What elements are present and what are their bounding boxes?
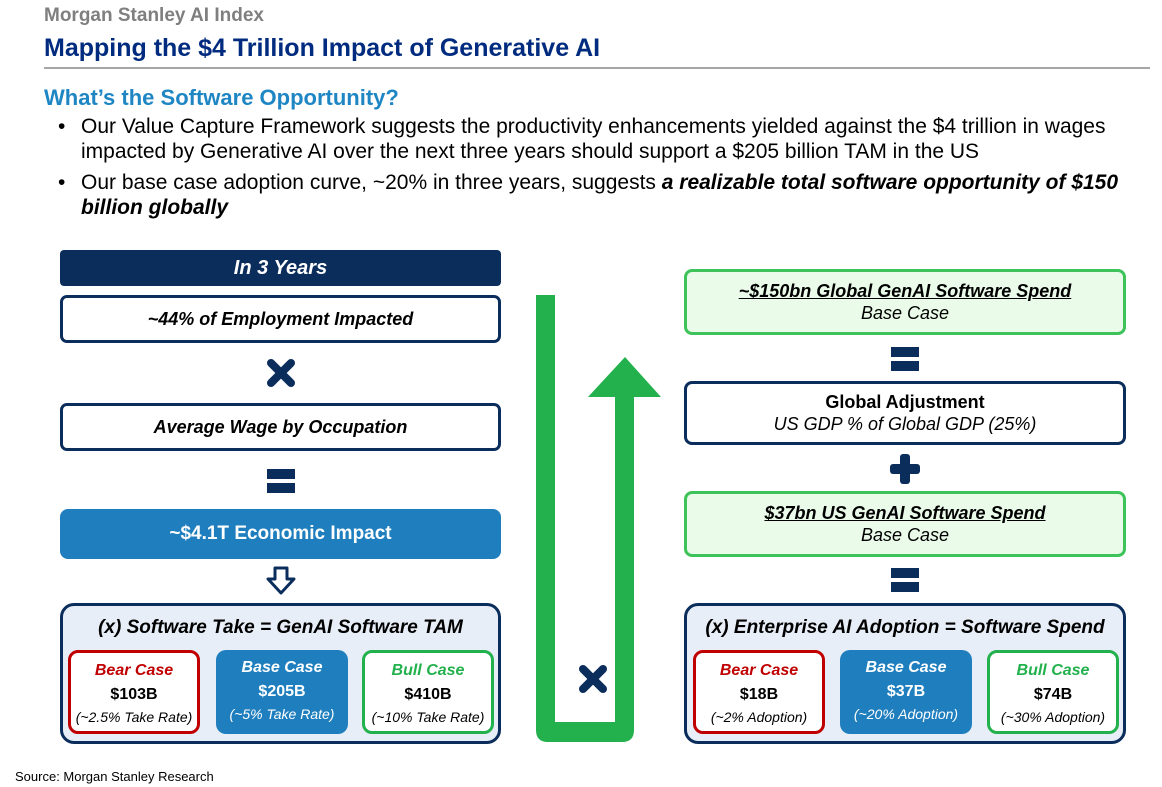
bear-case-card: Bear Case $18B (~2% Adoption) bbox=[693, 650, 825, 734]
title-divider bbox=[44, 67, 1150, 69]
multiply-icon bbox=[267, 359, 295, 387]
multiply-icon bbox=[579, 665, 607, 693]
us-spend-box: $37bn US GenAI Software Spend Base Case bbox=[684, 491, 1126, 557]
bullet-emphasis: a realizable total software opportunity … bbox=[81, 171, 1119, 219]
us-spend-title: $37bn US GenAI Software Spend bbox=[764, 503, 1046, 523]
brand-label: Morgan Stanley AI Index bbox=[44, 5, 264, 26]
base-case-card: Base Case $37B (~20% Adoption) bbox=[840, 650, 972, 734]
software-take-group: (x) Software Take = GenAI Software TAM B… bbox=[60, 603, 501, 744]
bull-case-card: Bull Case $410B (~10% Take Rate) bbox=[362, 650, 494, 734]
case-name: Bear Case bbox=[94, 662, 174, 679]
average-wage-box: Average Wage by Occupation bbox=[60, 403, 501, 451]
section-subtitle: What’s the Software Opportunity? bbox=[44, 85, 399, 110]
case-name: Bull Case bbox=[1016, 662, 1090, 679]
global-adjustment-title: Global Adjustment bbox=[825, 392, 985, 412]
case-value: $18B bbox=[739, 686, 779, 703]
page-title: Mapping the $4 Trillion Impact of Genera… bbox=[44, 34, 601, 62]
in-3-years-header: In 3 Years bbox=[60, 250, 501, 286]
down-arrow-icon bbox=[266, 566, 296, 595]
global-adjustment-box: Global Adjustment US GDP % of Global GDP… bbox=[684, 381, 1126, 445]
us-spend-subtitle: Base Case bbox=[860, 525, 950, 545]
case-note: (~30% Adoption) bbox=[1000, 709, 1106, 725]
case-value: $74B bbox=[1033, 686, 1073, 703]
bullet-text: Our Value Capture Framework suggests the… bbox=[81, 115, 1106, 163]
enterprise-adoption-group: (x) Enterprise AI Adoption = Software Sp… bbox=[684, 603, 1126, 744]
u-turn-arrow-icon bbox=[536, 295, 661, 742]
case-name: Bull Case bbox=[391, 662, 465, 679]
bullet-dot-icon: • bbox=[58, 115, 66, 138]
source-note: Source: Morgan Stanley Research bbox=[15, 769, 214, 784]
case-value: $205B bbox=[258, 683, 306, 700]
global-spend-title: ~$150bn Global GenAI Software Spend bbox=[738, 281, 1072, 301]
case-name: Base Case bbox=[865, 659, 947, 676]
equals-icon bbox=[267, 469, 295, 493]
case-note: (~2% Adoption) bbox=[710, 709, 808, 725]
enterprise-adoption-title: (x) Enterprise AI Adoption = Software Sp… bbox=[705, 617, 1105, 638]
case-value: $103B bbox=[110, 686, 158, 703]
bear-case-card: Bear Case $103B (~2.5% Take Rate) bbox=[68, 650, 200, 734]
economic-impact-box: ~$4.1T Economic Impact bbox=[60, 509, 501, 559]
bull-case-card: Bull Case $74B (~30% Adoption) bbox=[987, 650, 1119, 734]
software-take-title: (x) Software Take = GenAI Software TAM bbox=[98, 617, 463, 638]
equals-icon bbox=[891, 347, 919, 371]
plus-icon bbox=[890, 454, 920, 484]
case-name: Base Case bbox=[241, 659, 323, 676]
case-note: (~5% Take Rate) bbox=[229, 706, 335, 722]
case-value: $410B bbox=[404, 686, 452, 703]
employment-impacted-box: ~44% of Employment Impacted bbox=[60, 295, 501, 343]
equals-icon bbox=[891, 568, 919, 592]
case-value: $37B bbox=[886, 683, 926, 700]
global-spend-subtitle: Base Case bbox=[860, 303, 950, 323]
case-name: Bear Case bbox=[719, 662, 799, 679]
bullet-dot-icon: • bbox=[58, 171, 66, 194]
base-case-card: Base Case $205B (~5% Take Rate) bbox=[216, 650, 348, 734]
case-note: (~20% Adoption) bbox=[853, 706, 959, 722]
bullet-text: Our base case adoption curve, ~20% in th… bbox=[81, 171, 1119, 219]
global-spend-box: ~$150bn Global GenAI Software Spend Base… bbox=[684, 269, 1126, 335]
global-adjustment-subtitle: US GDP % of Global GDP (25%) bbox=[773, 414, 1037, 434]
case-note: (~10% Take Rate) bbox=[371, 709, 485, 725]
case-note: (~2.5% Take Rate) bbox=[75, 709, 193, 725]
